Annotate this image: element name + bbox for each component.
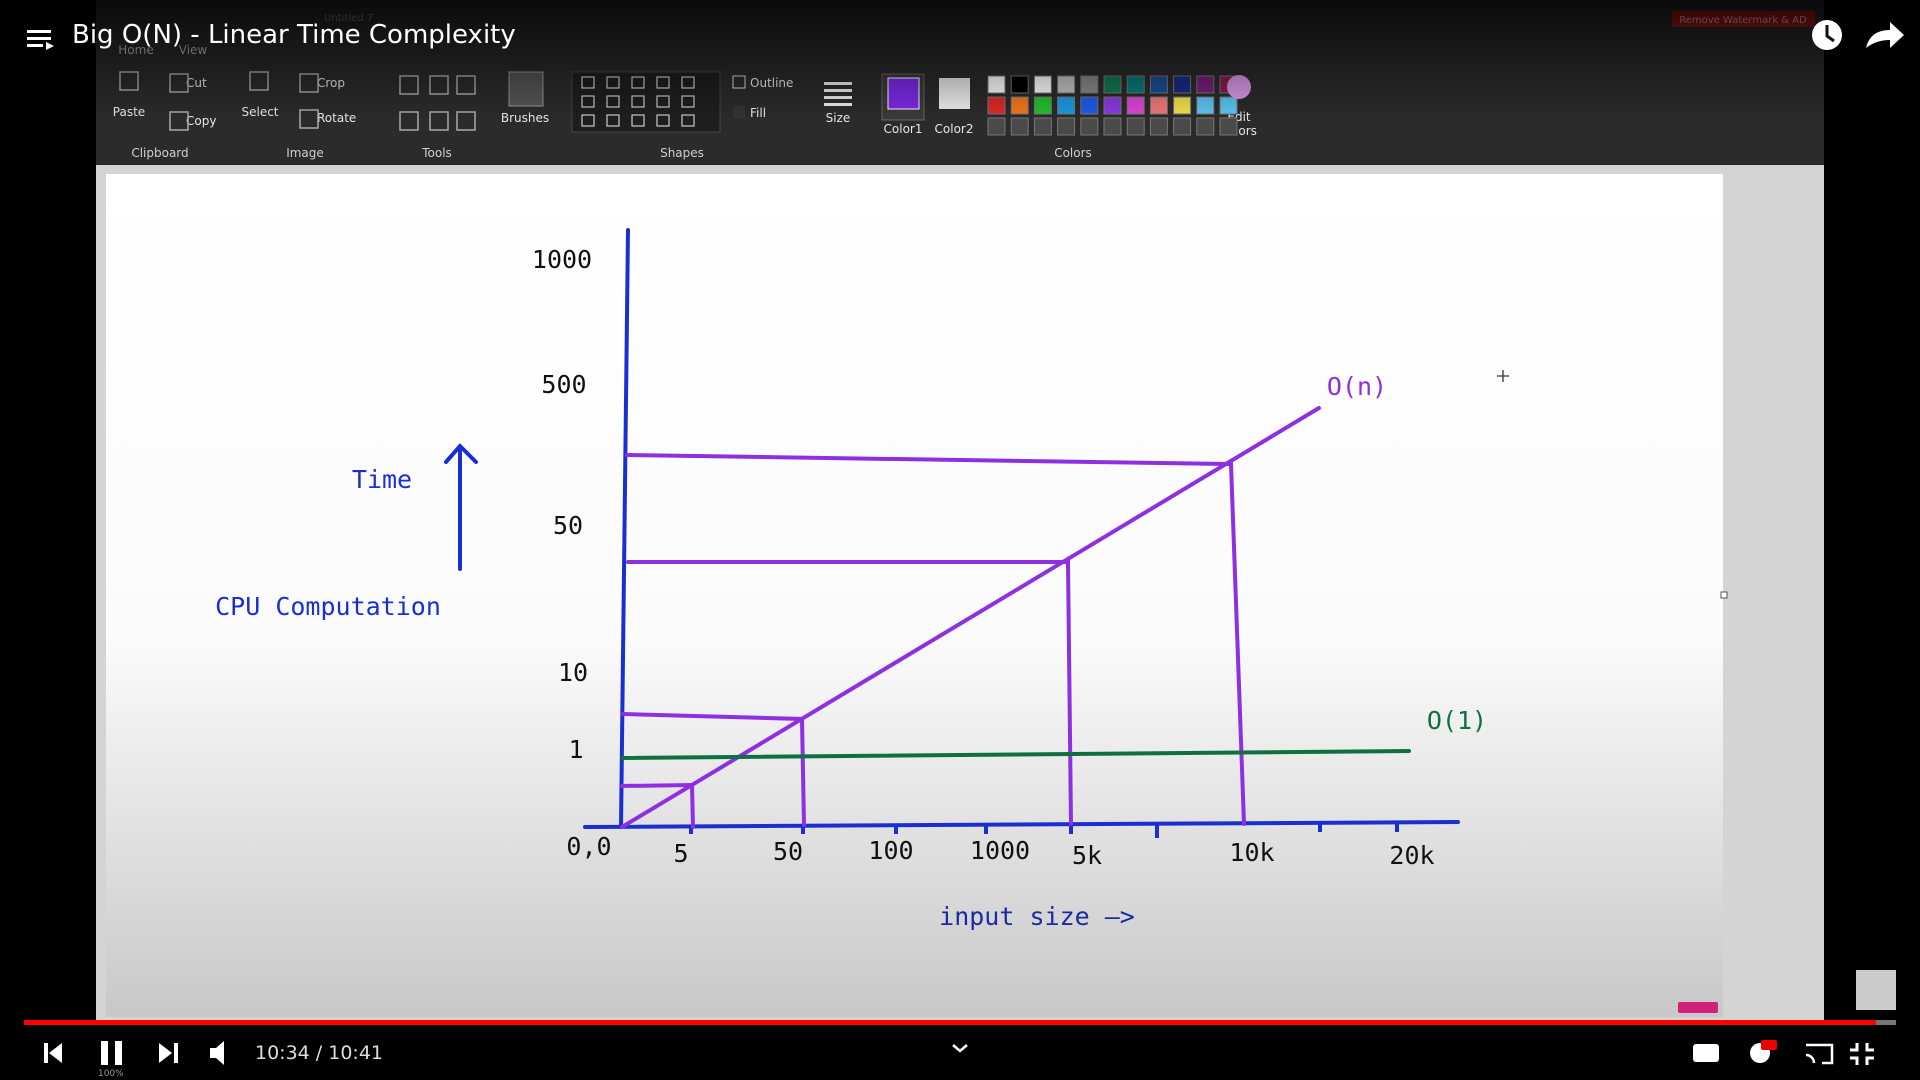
ribbon-group-label: Tools xyxy=(421,146,452,160)
palette-swatch[interactable] xyxy=(1010,117,1029,136)
cursor xyxy=(1497,370,1509,382)
next-button[interactable] xyxy=(159,1043,178,1063)
progress-played[interactable] xyxy=(24,1020,1876,1025)
ribbon-label[interactable]: Color2 xyxy=(935,122,974,136)
previous-button[interactable] xyxy=(44,1043,62,1063)
x-title: input size —> xyxy=(939,902,1135,931)
palette-swatch[interactable] xyxy=(1103,117,1122,136)
y-tick-label: 1000 xyxy=(532,245,592,274)
x-tick-label: 1000 xyxy=(970,836,1030,865)
exit-fullscreen[interactable] xyxy=(1850,1043,1874,1065)
video-title: Big O(N) - Linear Time Complexity xyxy=(72,20,516,50)
series-label: O(n) xyxy=(1327,372,1387,401)
palette-swatch[interactable] xyxy=(1149,117,1168,136)
top-overlay xyxy=(0,0,1920,120)
y-tick-label: 10 xyxy=(558,658,588,687)
x-tick-label: 10k xyxy=(1229,838,1274,867)
menu-icon[interactable] xyxy=(27,30,54,50)
y-tick-label: 500 xyxy=(541,370,586,399)
cast-button[interactable] xyxy=(1805,1043,1834,1065)
x-tick-label: 50 xyxy=(773,837,803,866)
y-title: CPU Computation xyxy=(215,592,441,621)
share[interactable] xyxy=(1866,22,1904,48)
ribbon-group-label: Image xyxy=(286,146,324,160)
chapters-toggle[interactable] xyxy=(952,1044,968,1053)
y-axis-line xyxy=(619,228,630,829)
drawing-text: 1000 500 50 10 1 0,0 5 50 100 1000 5k 10k 20k Time CPU… xyxy=(215,245,1487,931)
x-tick-label: 5 xyxy=(673,839,688,868)
y-tick-label: 50 xyxy=(553,511,583,540)
palette-swatch[interactable] xyxy=(987,117,1006,136)
time-arrow xyxy=(444,443,478,571)
logo-badge xyxy=(1678,1002,1718,1013)
time-display: 10:34 / 10:41 xyxy=(255,1042,383,1064)
ribbon-group-label: Shapes xyxy=(660,146,704,160)
y-tick-label: 1 xyxy=(568,735,583,764)
o1-line xyxy=(620,749,1411,760)
x-axis-line xyxy=(583,820,1460,829)
channel-avatar xyxy=(1856,970,1896,1010)
resize-handle[interactable] xyxy=(1720,591,1728,599)
x-tick-label: 100 xyxy=(868,836,913,865)
palette-swatch[interactable] xyxy=(1080,117,1099,136)
player-controls xyxy=(44,1040,1874,1065)
drawing xyxy=(444,228,1509,838)
palette-swatch[interactable] xyxy=(1057,117,1076,136)
palette-swatch[interactable] xyxy=(1033,117,1052,136)
x-ticks xyxy=(689,824,1399,838)
palette-swatch[interactable] xyxy=(1219,117,1238,136)
volume-button[interactable] xyxy=(210,1041,224,1065)
series-label: O(1) xyxy=(1427,706,1487,735)
x-tick-label: 20k xyxy=(1389,841,1434,870)
x-tick-label: 5k xyxy=(1072,841,1102,870)
pause-button[interactable] xyxy=(101,1041,122,1065)
origin-label: 0,0 xyxy=(566,832,611,861)
ribbon-group-label: Colors xyxy=(1054,146,1092,160)
palette-swatch[interactable] xyxy=(1126,117,1145,136)
palette-swatch[interactable] xyxy=(1196,117,1215,136)
canvas xyxy=(106,174,1723,1017)
zoom-level: 100% xyxy=(98,1069,124,1079)
y-title-top: Time xyxy=(352,465,412,494)
palette-swatch[interactable] xyxy=(1173,117,1192,136)
captions-button[interactable] xyxy=(1693,1044,1719,1062)
ribbon-label[interactable]: Color1 xyxy=(884,122,923,136)
ribbon-group-label: Clipboard xyxy=(131,146,188,160)
